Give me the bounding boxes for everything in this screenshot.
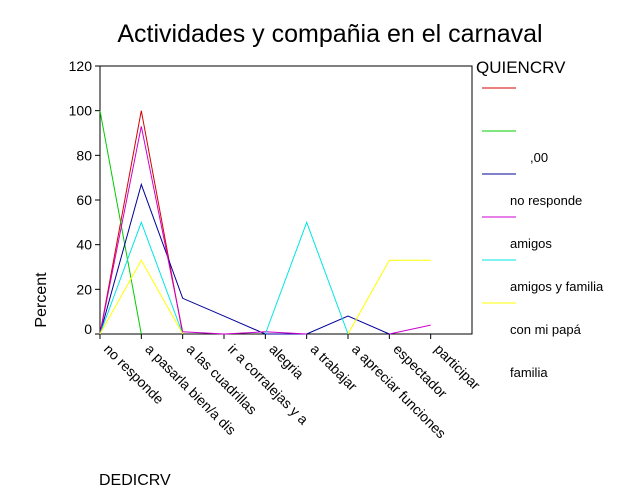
series-line-5 bbox=[99, 259, 431, 335]
legend-label: amigos y familia bbox=[510, 279, 604, 294]
y-axis-ticks: 0 20 40 60 80 100 120 bbox=[69, 58, 100, 337]
chart-title: Actividades y compañia en el carnaval bbox=[117, 20, 542, 48]
y-tick-label: 60 bbox=[76, 192, 92, 208]
legend: ,00 no responde amigos amigos y familia con … bbox=[482, 87, 604, 380]
legend-label: no responde bbox=[510, 193, 582, 208]
series-line-3 bbox=[99, 126, 431, 335]
y-tick-label: 100 bbox=[69, 103, 93, 119]
y-tick-label: 40 bbox=[76, 237, 92, 253]
legend-label: ,00 bbox=[530, 150, 548, 165]
legend-label: con mi papá bbox=[510, 322, 582, 337]
y-tick-label: 80 bbox=[76, 147, 92, 163]
legend-label: amigos bbox=[510, 236, 552, 251]
y-tick-label: 20 bbox=[76, 281, 92, 297]
x-axis-label: DEDICRV bbox=[99, 472, 171, 489]
y-tick-label: 0 bbox=[84, 321, 92, 337]
series-line-4 bbox=[99, 220, 349, 335]
y-tick-label: 120 bbox=[69, 58, 93, 74]
series-line-1 bbox=[99, 110, 142, 335]
series-line-2 bbox=[99, 182, 390, 335]
legend-title: QUIENCRV bbox=[476, 58, 566, 77]
legend-label: familia bbox=[510, 365, 548, 380]
y-axis-label: Percent bbox=[33, 272, 50, 328]
series-lines bbox=[99, 110, 431, 335]
